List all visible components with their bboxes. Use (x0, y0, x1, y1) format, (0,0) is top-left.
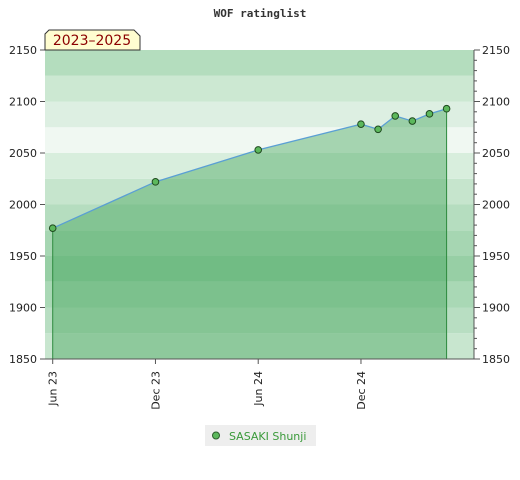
legend-box (205, 425, 316, 446)
data-point (254, 146, 263, 154)
x-tick-label: Jun 23 (47, 371, 60, 407)
y-tick-label-right: 2000 (482, 199, 510, 212)
period-badge-label: 2023–2025 (53, 33, 131, 49)
band (45, 230, 474, 256)
y-tick-label-left: 2100 (9, 96, 37, 109)
data-point (151, 178, 160, 186)
band (45, 307, 474, 334)
band (45, 256, 474, 282)
y-tick-label-left: 1850 (9, 353, 37, 366)
chart-title: WOF ratinglist (214, 7, 307, 20)
legend[interactable]: SASAKI Shunji (205, 425, 316, 446)
band (45, 204, 474, 231)
y-tick-label-right: 1900 (482, 302, 510, 315)
legend-label: SASAKI Shunji (229, 430, 306, 443)
y-tick-label-left: 2050 (9, 147, 37, 160)
band (45, 178, 474, 205)
series-area (52, 108, 447, 360)
y-tick-label-left: 2150 (9, 44, 37, 57)
background-bands (45, 50, 474, 359)
band (45, 153, 474, 179)
data-point (48, 224, 57, 232)
y-tick-label-left: 2000 (9, 199, 37, 212)
data-point (442, 104, 451, 113)
data-point (374, 125, 382, 134)
band (45, 75, 474, 102)
y-tick-label-right: 2150 (482, 44, 510, 57)
band (45, 333, 474, 359)
x-tick-label: Dec 23 (149, 371, 162, 410)
y-tick-label-right: 2100 (482, 96, 510, 109)
y-tick-label-right: 2050 (482, 147, 510, 160)
y-tick-label-left: 1900 (9, 302, 37, 315)
y-tick-label-left: 1950 (9, 250, 37, 263)
data-point (408, 117, 417, 125)
x-tick-label: Dec 24 (355, 371, 368, 410)
data-point (391, 112, 400, 120)
y-tick-label-right: 1950 (482, 250, 510, 263)
y-tick-label-right: 1850 (482, 353, 510, 366)
period-badge-shape (44, 29, 141, 51)
data-point (425, 110, 434, 118)
period-badge: 2023–2025 (44, 29, 141, 51)
axes: 1850 1850 1900 1900 1950 1950 2000 2000 2050 2050… (9, 44, 510, 410)
band (45, 50, 474, 76)
legend-marker-icon (212, 431, 220, 440)
x-tick-label: Jun 24 (252, 371, 265, 407)
band (45, 281, 474, 308)
data-point (357, 120, 365, 128)
points-layer (48, 104, 451, 232)
band (45, 101, 474, 128)
